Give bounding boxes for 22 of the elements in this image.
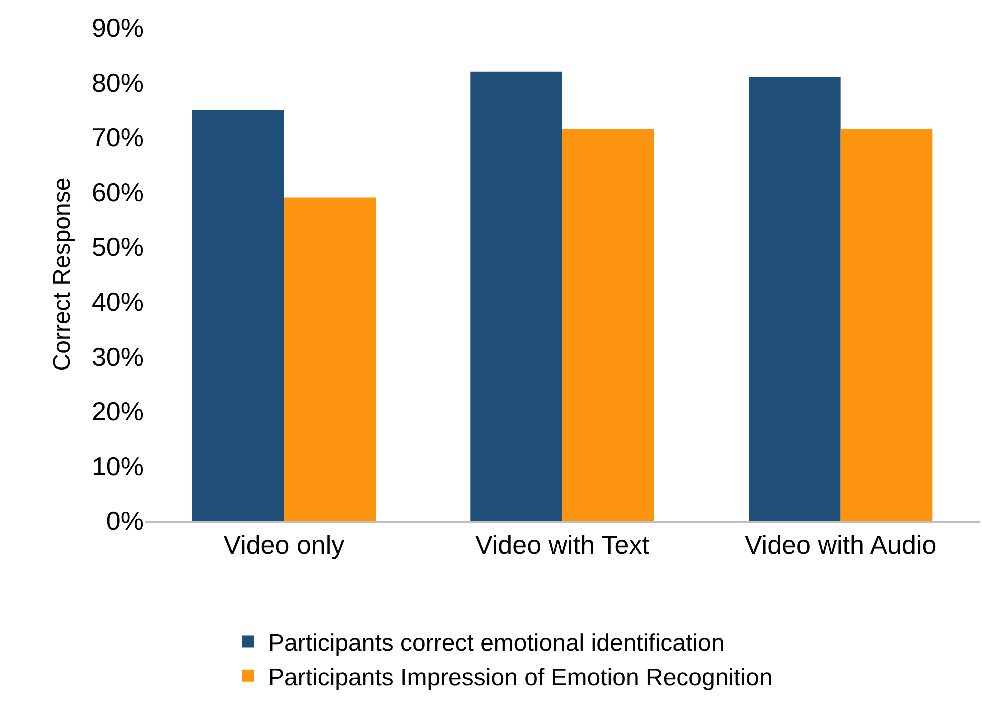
x-tick-label: Video only bbox=[224, 530, 345, 560]
legend-label: Participants correct emotional identification bbox=[268, 630, 725, 658]
bar bbox=[284, 198, 376, 521]
y-tick-label: 70% bbox=[92, 122, 144, 153]
bar bbox=[562, 129, 654, 521]
bar bbox=[470, 72, 562, 521]
y-tick-label: 40% bbox=[92, 286, 144, 317]
y-tick-label: 50% bbox=[92, 232, 144, 262]
y-tick-label: 90% bbox=[92, 13, 144, 44]
bar bbox=[748, 77, 841, 521]
y-tick-label: 60% bbox=[92, 177, 144, 208]
y-tick-label: 30% bbox=[92, 342, 144, 372]
y-tick-label: 20% bbox=[92, 396, 144, 427]
legend-label: Participants Impression of Emotion Recognition bbox=[268, 664, 773, 692]
bar bbox=[840, 129, 933, 521]
x-tick-label: Video with Text bbox=[476, 530, 650, 560]
y-tick-label: 10% bbox=[92, 451, 144, 482]
x-tick-label: Video with Audio bbox=[744, 530, 937, 560]
y-tick-label: 80% bbox=[92, 68, 144, 98]
bar bbox=[192, 110, 284, 521]
y-tick-label: 0% bbox=[106, 506, 144, 536]
y-axis-title: Correct Response bbox=[49, 178, 76, 372]
